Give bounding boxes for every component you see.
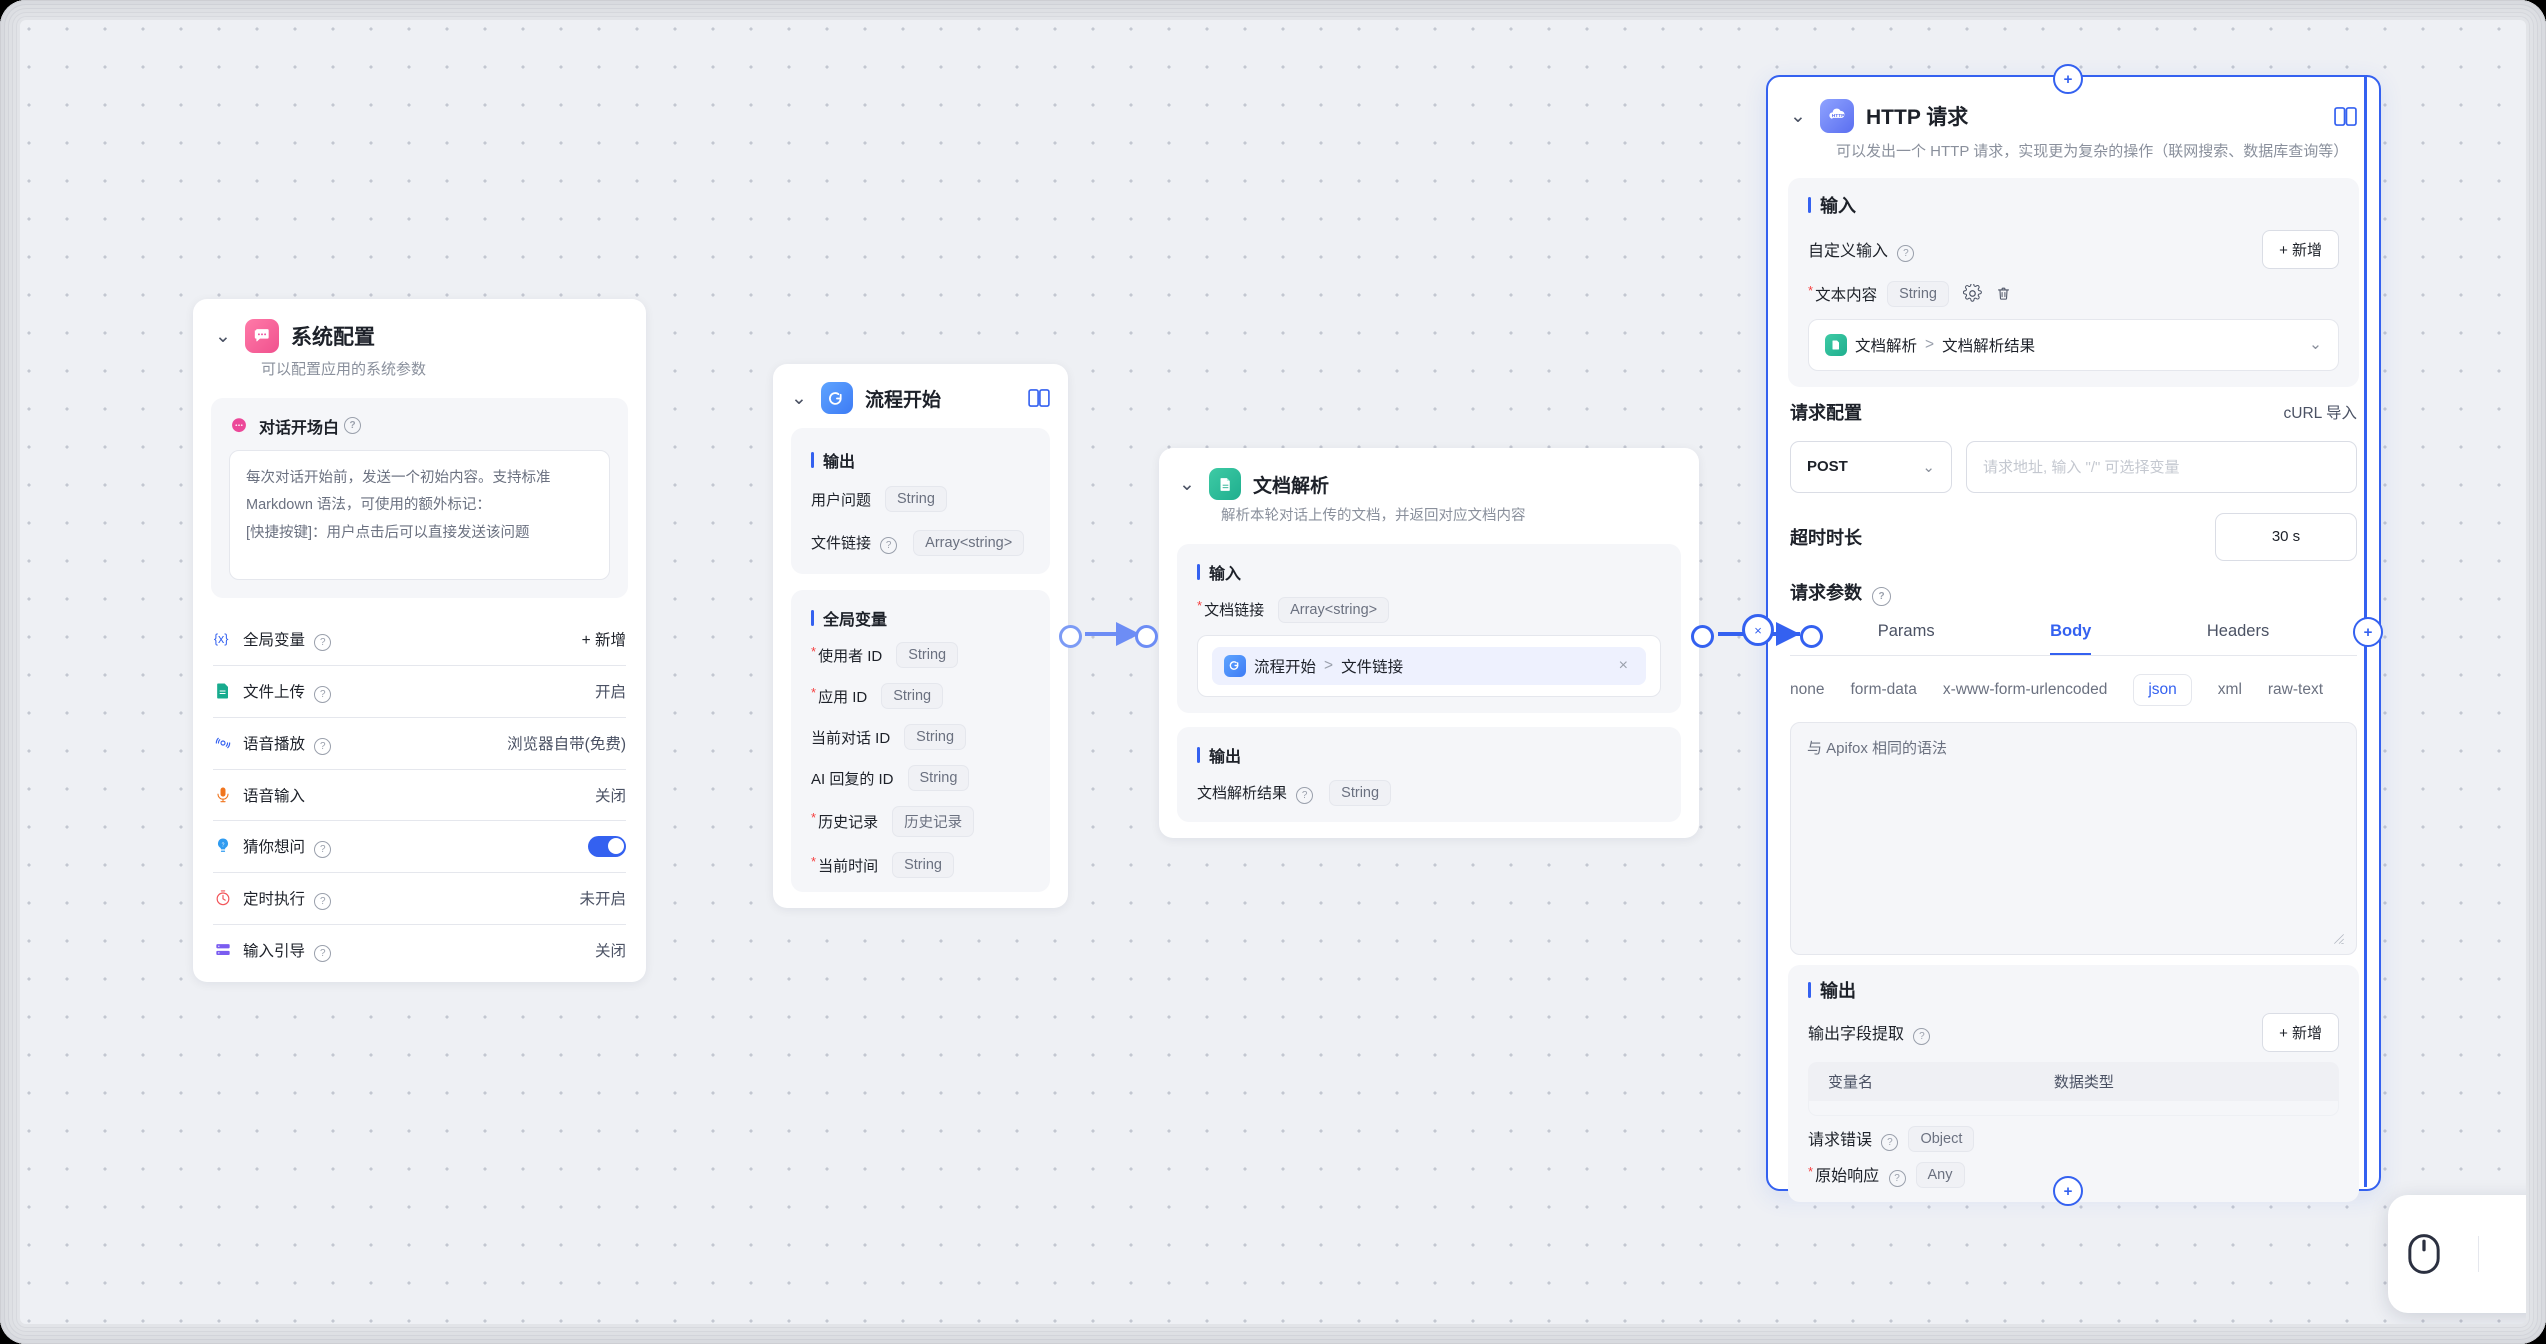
svg-text:HTTP: HTTP [1832,113,1845,119]
svg-text:{x}: {x} [214,632,229,646]
svg-text:?: ? [222,842,225,848]
